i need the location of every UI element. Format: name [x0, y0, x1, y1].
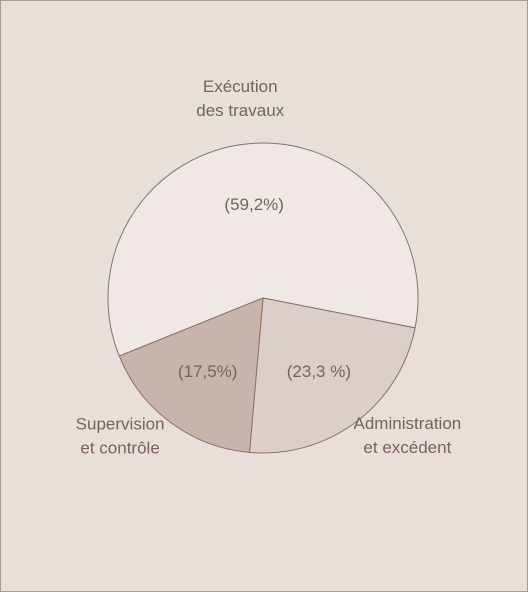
- pie-slice: [107, 142, 419, 357]
- value-label: (23,3 %): [287, 362, 351, 381]
- pie-slice: [118, 297, 264, 453]
- value-label: (59,2%): [224, 195, 284, 214]
- category-label: Exécution des travaux: [196, 78, 284, 121]
- category-label: Administration et excédent: [354, 414, 462, 457]
- category-label: Supervision et contrôle: [76, 415, 165, 458]
- value-label: (17,5%): [178, 362, 238, 381]
- pie-slice: [248, 297, 416, 454]
